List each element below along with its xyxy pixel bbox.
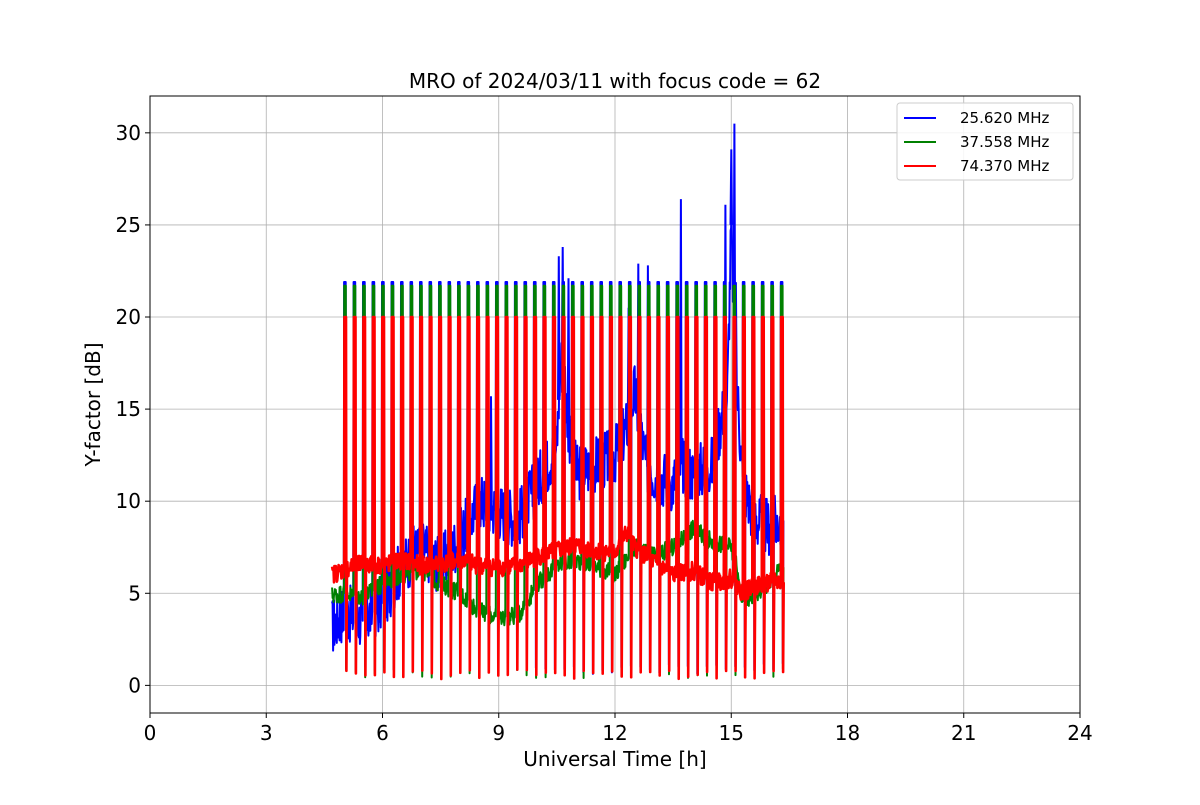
tick-layer: 0 3 6 9 12 15 18 21 24 0 5 10 15 20 25 30 <box>116 121 1093 745</box>
x-axis-label: Universal Time [h] <box>523 747 706 771</box>
y-tick-label: 20 <box>116 305 141 329</box>
x-tick-label: 9 <box>492 721 505 745</box>
legend: 25.620 MHz 37.558 MHz 74.370 MHz <box>896 102 1074 181</box>
x-tick-label: 24 <box>1067 721 1092 745</box>
y-tick-label: 0 <box>128 673 141 697</box>
y-tick-label: 10 <box>116 489 141 513</box>
x-tick-label: 6 <box>376 721 389 745</box>
series-layer <box>330 123 785 681</box>
x-tick-label: 21 <box>951 721 976 745</box>
y-tick-label: 25 <box>116 213 141 237</box>
x-tick-label: 0 <box>144 721 157 745</box>
legend-label-3: 74.370 MHz <box>960 157 1049 175</box>
series-spike <box>489 396 493 507</box>
y-axis-label: Y-factor [dB] <box>81 342 105 467</box>
chart-title: MRO of 2024/03/11 with focus code = 62 <box>409 69 821 93</box>
series-spike <box>566 278 571 428</box>
series-line-3 <box>330 315 785 681</box>
y-tick-label: 5 <box>128 581 141 605</box>
y-tick-label: 15 <box>116 397 141 421</box>
x-tick-label: 18 <box>835 721 860 745</box>
x-tick-label: 12 <box>602 721 627 745</box>
y-tick-label: 30 <box>116 121 141 145</box>
legend-label-2: 37.558 MHz <box>960 133 1049 151</box>
x-tick-label: 15 <box>719 721 744 745</box>
series-spike <box>679 199 683 465</box>
series-spike <box>557 256 561 400</box>
legend-box <box>896 102 1074 181</box>
x-tick-label: 3 <box>260 721 273 745</box>
series-spike <box>732 123 737 329</box>
series-spike <box>729 149 733 225</box>
legend-label-1: 25.620 MHz <box>960 109 1049 127</box>
